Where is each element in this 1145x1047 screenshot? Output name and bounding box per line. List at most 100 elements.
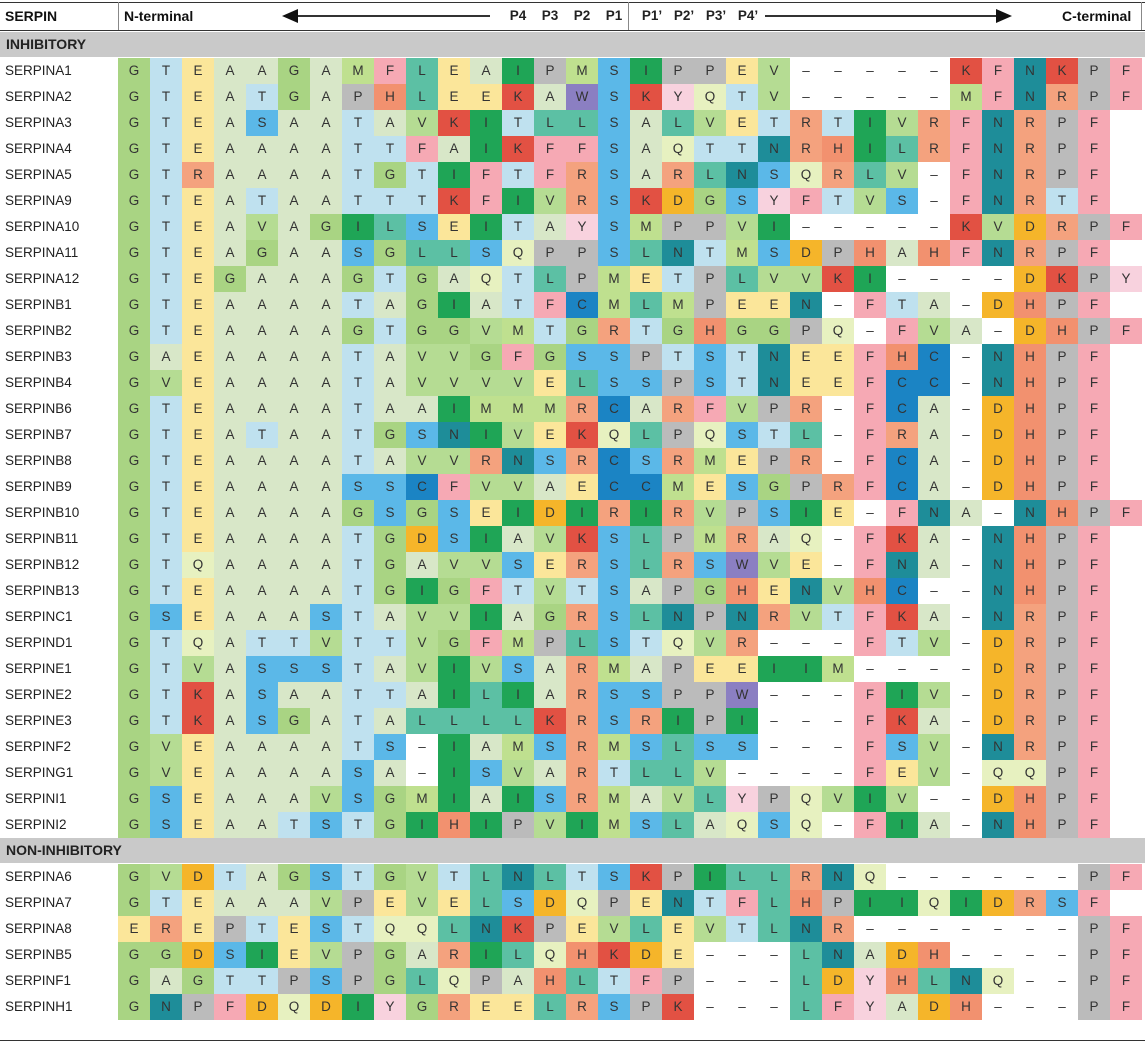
residue-cell: L bbox=[630, 526, 662, 552]
residue-cell: N bbox=[822, 942, 854, 968]
residue-cell: I bbox=[438, 760, 470, 786]
residue-cell: S bbox=[598, 708, 630, 734]
alignment-row: SERPINB13 G T E A A A A T G I G F T V T S A P G H E N V H C – – N H P F bbox=[0, 578, 1145, 604]
residue-cell: A bbox=[278, 214, 310, 240]
residue-cell: D bbox=[982, 656, 1014, 682]
serpin-name: SERPINB12 bbox=[5, 557, 80, 572]
residue-cell: A bbox=[502, 526, 534, 552]
residue-cell: F bbox=[1110, 500, 1142, 526]
residue-cell: K bbox=[182, 682, 214, 708]
residue-cell: F bbox=[982, 84, 1014, 110]
residue-cell: – bbox=[694, 968, 726, 994]
residue-cell: H bbox=[1014, 292, 1046, 318]
residue-cell: A bbox=[278, 370, 310, 396]
residue-cell: L bbox=[406, 708, 438, 734]
residue-cell: K bbox=[566, 526, 598, 552]
residue-cell: I bbox=[950, 890, 982, 916]
residue-cell: E bbox=[726, 292, 758, 318]
residue-cell: A bbox=[918, 812, 950, 838]
residue-cell: T bbox=[342, 188, 374, 214]
residue-cell: E bbox=[726, 656, 758, 682]
residue-cell: A bbox=[918, 396, 950, 422]
residue-cell: S bbox=[310, 916, 342, 942]
residue-cell: T bbox=[150, 656, 182, 682]
residue-cell: V bbox=[438, 370, 470, 396]
residue-cell: P bbox=[534, 58, 566, 84]
residue-cell: E bbox=[182, 84, 214, 110]
residue-cell: A bbox=[438, 266, 470, 292]
residue-cell: L bbox=[662, 110, 694, 136]
residue-cell: K bbox=[950, 58, 982, 84]
residue-cell: A bbox=[214, 84, 246, 110]
residue-cell: T bbox=[246, 84, 278, 110]
residue-cell: E bbox=[726, 58, 758, 84]
residue-cell: C bbox=[886, 474, 918, 500]
residue-cell: T bbox=[150, 448, 182, 474]
residue-cell: R bbox=[566, 760, 598, 786]
residue-cell: K bbox=[566, 422, 598, 448]
residue-cell: T bbox=[374, 188, 406, 214]
residue-cell: A bbox=[310, 188, 342, 214]
residue-cell: – bbox=[950, 708, 982, 734]
residue-cell: A bbox=[278, 474, 310, 500]
residue-cell: Q bbox=[534, 942, 566, 968]
header-border bbox=[0, 30, 1145, 31]
residue-cell: I bbox=[854, 136, 886, 162]
residue-cell: F bbox=[1078, 396, 1110, 422]
residue-cell: I bbox=[406, 812, 438, 838]
residue-cell: W bbox=[566, 84, 598, 110]
c-terminal-arrow-shaft bbox=[765, 15, 997, 17]
residue-cell: N bbox=[758, 136, 790, 162]
residue-cell: P bbox=[566, 266, 598, 292]
residue-cell: L bbox=[534, 994, 566, 1020]
residue-cell: P bbox=[1046, 292, 1078, 318]
residue-cell: V bbox=[694, 500, 726, 526]
residue-cell: – bbox=[726, 968, 758, 994]
residue-cell: L bbox=[566, 968, 598, 994]
residue-cell: N bbox=[726, 604, 758, 630]
residue-cell: – bbox=[790, 708, 822, 734]
residue-cell: L bbox=[566, 370, 598, 396]
header-p2: P2 bbox=[573, 8, 591, 23]
residue-cell: M bbox=[950, 84, 982, 110]
residue-cell: S bbox=[374, 734, 406, 760]
residue-cell: K bbox=[502, 916, 534, 942]
residue-cell: P bbox=[1078, 968, 1110, 994]
residue-cell: L bbox=[662, 812, 694, 838]
residue-cell: A bbox=[534, 474, 566, 500]
residue-cell: A bbox=[470, 734, 502, 760]
residue-cell: F bbox=[1078, 162, 1110, 188]
serpin-name: SERPINI1 bbox=[5, 791, 67, 806]
residue-cell: S bbox=[310, 864, 342, 890]
residue-cell: L bbox=[630, 760, 662, 786]
residue-cell: G bbox=[374, 240, 406, 266]
residue-cell: V bbox=[758, 552, 790, 578]
residue-cell: V bbox=[918, 682, 950, 708]
residue-cell: A bbox=[406, 396, 438, 422]
residue-cell: T bbox=[694, 136, 726, 162]
residue-cell: S bbox=[694, 344, 726, 370]
residue-cell: – bbox=[1014, 942, 1046, 968]
residue-cell: H bbox=[726, 578, 758, 604]
residue-cell: A bbox=[374, 760, 406, 786]
residue-cell: F bbox=[854, 422, 886, 448]
residue-cell: F bbox=[1078, 630, 1110, 656]
residue-cell: R bbox=[662, 552, 694, 578]
residue-cell: D bbox=[406, 526, 438, 552]
residue-cell: F bbox=[1110, 968, 1142, 994]
residue-cell: E bbox=[278, 942, 310, 968]
residue-cell: G bbox=[118, 604, 150, 630]
residue-cell: S bbox=[374, 500, 406, 526]
residue-cell: – bbox=[854, 58, 886, 84]
residue-cell: C bbox=[566, 292, 598, 318]
residue-cell: N bbox=[150, 994, 182, 1020]
residue-cell: E bbox=[182, 474, 214, 500]
residue-cell: S bbox=[598, 84, 630, 110]
residue-cell: – bbox=[950, 760, 982, 786]
residue-cell: R bbox=[790, 448, 822, 474]
residue-cell: S bbox=[534, 786, 566, 812]
residue-cell: R bbox=[1046, 84, 1078, 110]
residue-cell: D bbox=[1014, 266, 1046, 292]
residue-cell: A bbox=[278, 396, 310, 422]
residue-cell: V bbox=[150, 370, 182, 396]
